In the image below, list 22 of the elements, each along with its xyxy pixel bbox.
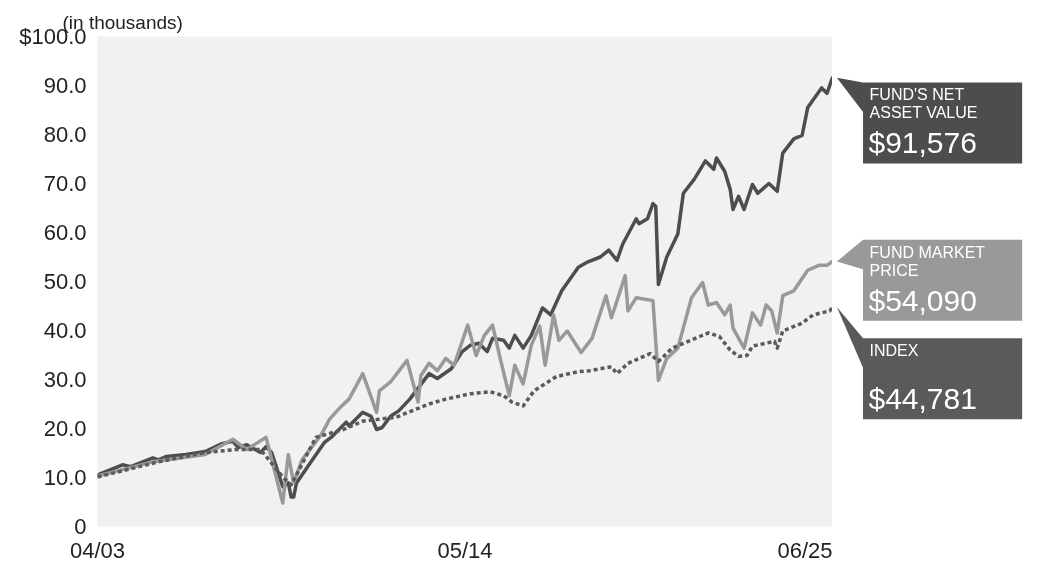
y-tick-label: 20.0 — [43, 416, 87, 441]
x-tick-label: 05/14 — [437, 537, 493, 563]
y-tick-label: 70.0 — [43, 171, 87, 196]
y-tick-label: 90.0 — [43, 73, 87, 98]
legend-label: FUND'S NET ASSET VALUE — [869, 86, 978, 122]
annotation: $91,576 — [868, 126, 977, 160]
y-tick-label: 30.0 — [43, 367, 87, 392]
annotation: $54,090 — [868, 283, 977, 317]
x-tick-label: 04/03 — [69, 537, 126, 563]
text: INDEX — [869, 342, 919, 360]
line-series — [97, 75, 832, 499]
y-tick-label: 80.0 — [43, 122, 87, 147]
x-tick-label: 06/25 — [777, 537, 833, 563]
line-series — [97, 305, 832, 487]
y-tick-label: 10.0 — [43, 465, 87, 490]
y-tick-label: 50.0 — [43, 269, 87, 294]
y-tick-label: 40.0 — [43, 318, 87, 343]
line-series — [97, 259, 832, 505]
y-tick-label: 0 — [74, 514, 87, 539]
legend-label: FUND MARKET PRICE — [869, 243, 986, 279]
y-tick-label: 60.0 — [43, 220, 87, 245]
annotation: $44,781 — [868, 382, 977, 416]
